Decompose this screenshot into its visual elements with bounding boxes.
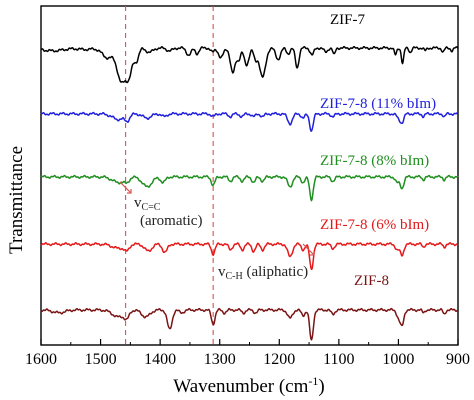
x-tick-label-1300: 1300 (204, 351, 236, 368)
x-tick-label-1000: 1000 (382, 351, 414, 368)
series-line-1 (40, 45, 459, 84)
x-axis: 1600 1500 1400 1300 1200 1100 1000 900 (25, 339, 470, 368)
x-tick-label-1600: 1600 (25, 351, 57, 368)
x-axis-title: Wavenumber (cm-1) (173, 374, 324, 397)
x-tick-label-900: 900 (446, 351, 470, 368)
series-line-5 (40, 307, 459, 341)
annotation-arrow-ch (302, 243, 315, 256)
x-axis-title-tail: ) (318, 376, 324, 397)
x-axis-title-sup: -1 (308, 374, 318, 388)
annotation-arrow-cc (119, 181, 132, 194)
plot-area: ZIF-7 ZIF-7-8 (11% bIm) ZIF-7-8 (8% bIm) ZI… (40, 5, 459, 346)
x-tick-label-1500: 1500 (85, 351, 117, 368)
annotation-cc: vC=C (134, 195, 161, 213)
x-tick-label-1200: 1200 (263, 351, 295, 368)
annotation-ch: vC-H (aliphatic) (218, 264, 308, 282)
series-label-3: ZIF-7-8 (8% bIm) (320, 153, 429, 169)
annotation-arrowhead-ch (310, 251, 315, 256)
series-label-1: ZIF-7 (330, 12, 365, 28)
annotations: vC=C(aromatic) vC-H (aliphatic) (119, 181, 315, 282)
x-tick-label-1100: 1100 (323, 351, 354, 368)
series-label-4: ZIF-7-8 (6% bIm) (320, 217, 429, 233)
annotation-cc-line2: (aromatic) (140, 213, 202, 229)
x-axis-title-main: Wavenumber (cm (173, 376, 308, 397)
annotation-arrowhead-cc (127, 189, 132, 194)
series-line-3 (40, 174, 459, 202)
series-label-2: ZIF-7-8 (11% bIm) (320, 96, 436, 112)
series-label-5: ZIF-8 (354, 273, 389, 289)
y-axis-title: Transmittance (6, 146, 27, 254)
x-tick-label-1400: 1400 (144, 351, 176, 368)
series-line-4 (40, 241, 459, 271)
series-line-2 (40, 111, 459, 132)
